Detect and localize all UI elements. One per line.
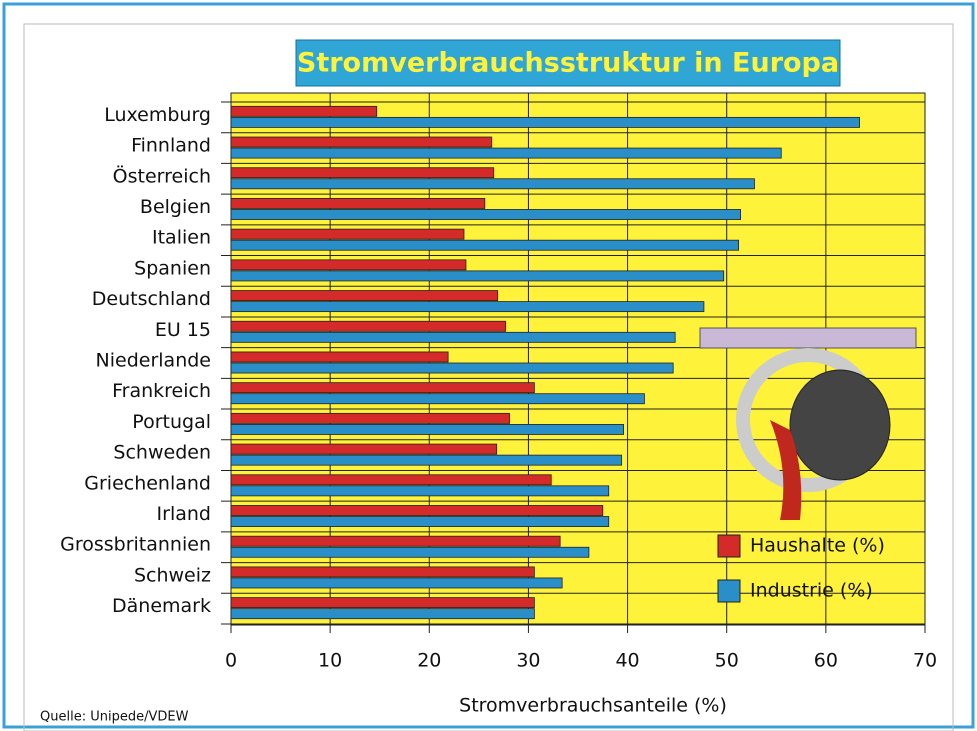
illustration xyxy=(770,420,802,520)
bar xyxy=(230,209,741,220)
chart-title: Stromverbrauchsstruktur in Europa xyxy=(297,48,839,79)
legend-label: Haushalte (%) xyxy=(750,535,885,557)
bar xyxy=(230,351,449,363)
title-box xyxy=(295,39,841,87)
bar xyxy=(230,270,725,282)
x-tick-label: 10 xyxy=(318,650,342,672)
bar xyxy=(230,136,493,148)
bar xyxy=(230,393,645,405)
illustration xyxy=(789,369,891,481)
y-tick-label: Spanien xyxy=(134,257,211,279)
y-tick-label: Deutschland xyxy=(92,288,211,310)
inner-frame xyxy=(23,23,954,731)
x-tick-label: 70 xyxy=(913,650,937,672)
bar xyxy=(230,454,623,466)
bar xyxy=(230,239,740,251)
bar xyxy=(230,320,507,332)
bar xyxy=(230,516,610,527)
y-tick-label: Finnland xyxy=(131,135,211,157)
x-tick-label: 0 xyxy=(225,650,237,672)
x-tick-label: 60 xyxy=(814,650,838,672)
bar xyxy=(230,382,535,394)
bar xyxy=(230,167,495,179)
x-tick-label: 40 xyxy=(615,650,639,672)
legend-swatch xyxy=(717,534,741,558)
y-tick-label: Frankreich xyxy=(112,380,211,402)
y-tick-label: Luxemburg xyxy=(104,104,211,126)
y-tick-label: Irland xyxy=(157,503,211,525)
legend-swatch xyxy=(717,579,741,603)
y-tick-label: Dänemark xyxy=(112,595,211,617)
bar xyxy=(230,290,499,301)
y-tick-label: Grossbritannien xyxy=(60,534,211,556)
bar xyxy=(230,535,561,547)
bar xyxy=(230,301,705,313)
source: Quelle: Unipede/VDEW xyxy=(40,710,189,725)
bar xyxy=(230,485,610,497)
y-tick-label: Österreich xyxy=(113,164,211,187)
bar xyxy=(230,424,625,435)
bar xyxy=(230,105,378,117)
bar xyxy=(230,178,755,190)
bar xyxy=(230,147,782,159)
bar xyxy=(230,259,467,271)
bar xyxy=(230,566,535,578)
bar xyxy=(230,608,535,620)
y-tick-label: Niederlande xyxy=(96,350,211,372)
y-tick-label: Belgien xyxy=(140,196,211,218)
bar xyxy=(230,228,465,240)
y-tick-label: Portugal xyxy=(132,411,211,433)
legend-label: Industrie (%) xyxy=(750,580,873,602)
bar xyxy=(230,443,498,455)
bar xyxy=(230,474,552,486)
x-tick-label: 20 xyxy=(417,650,441,672)
y-tick-label: EU 15 xyxy=(155,319,211,341)
x-tick-label: 50 xyxy=(715,650,739,672)
bar xyxy=(230,116,860,128)
x-tick-label: 30 xyxy=(516,650,540,672)
bar xyxy=(230,505,604,516)
x-axis-title: Stromverbrauchsanteile (%) xyxy=(459,695,727,717)
bar xyxy=(230,577,563,589)
illustration xyxy=(699,327,917,349)
bar xyxy=(230,546,590,558)
y-tick-label: Schweiz xyxy=(134,564,211,586)
bar xyxy=(230,362,674,374)
y-tick-label: Griechenland xyxy=(84,472,211,494)
bar xyxy=(230,331,676,343)
y-tick-label: Schweden xyxy=(113,442,211,464)
bar xyxy=(230,412,510,424)
bar xyxy=(230,597,535,609)
y-tick-label: Italien xyxy=(152,227,211,249)
bar xyxy=(230,198,486,209)
